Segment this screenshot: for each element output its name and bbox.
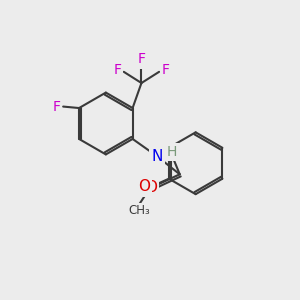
- Text: F: F: [52, 100, 60, 114]
- Text: H: H: [167, 145, 177, 159]
- Text: F: F: [137, 52, 146, 67]
- Text: CH₃: CH₃: [128, 204, 150, 217]
- Text: F: F: [162, 63, 170, 77]
- Text: O: O: [138, 179, 150, 194]
- Text: F: F: [113, 63, 121, 77]
- Text: N: N: [151, 148, 162, 164]
- Text: O: O: [145, 180, 157, 195]
